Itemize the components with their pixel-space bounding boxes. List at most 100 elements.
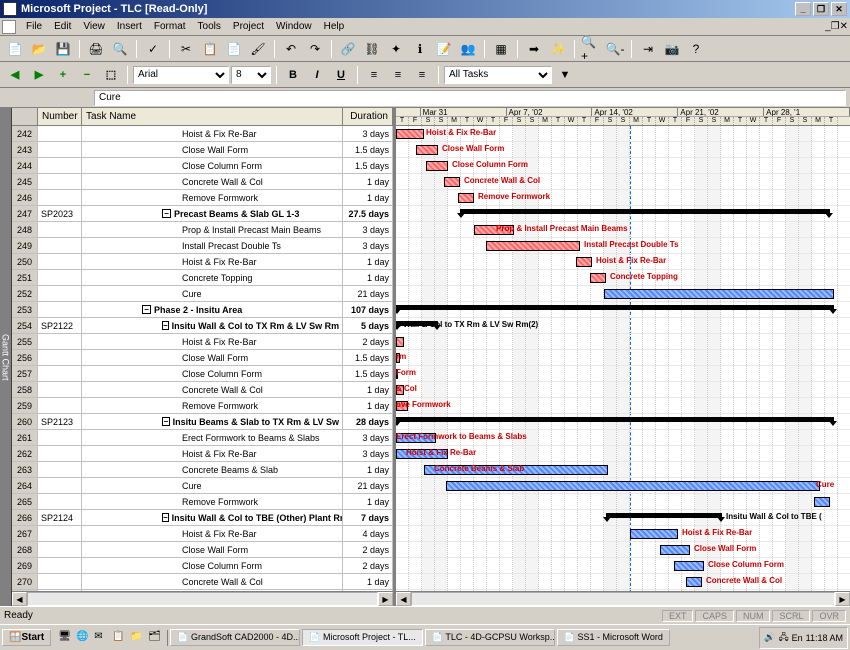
table-row[interactable]: 248Prop & Install Precast Main Beams3 da…	[12, 222, 393, 238]
gantt-row[interactable]: ove Formwork	[396, 398, 850, 414]
cell-duration[interactable]: 1.5 days	[343, 350, 393, 365]
gantt-row[interactable]: u Wall & Col to TX Rm & LV Sw Rm(2)	[396, 318, 850, 334]
cell-duration[interactable]: 1.5 days	[343, 158, 393, 173]
show-all-button[interactable]: ⬚	[100, 64, 122, 86]
cell-taskname[interactable]: Close Wall Form	[82, 142, 343, 157]
gantt-bar[interactable]	[686, 577, 702, 587]
filter-select[interactable]: All Tasks	[444, 66, 552, 84]
table-row[interactable]: 265Remove Formwork1 day	[12, 494, 393, 510]
cell-taskname[interactable]: Remove Formwork	[82, 190, 343, 205]
cell-taskname[interactable]: Concrete Wall & Col	[82, 174, 343, 189]
cell-duration[interactable]: 1 day	[343, 462, 393, 477]
table-row[interactable]: 268Close Wall Form2 days	[12, 542, 393, 558]
gantt-scroll-right-button[interactable]: ▶	[835, 592, 850, 606]
cell-duration[interactable]: 2 days	[343, 334, 393, 349]
cell-taskname[interactable]: Concrete Wall & Col	[82, 382, 343, 397]
cell-id[interactable]: 258	[12, 382, 38, 397]
menu-view[interactable]: View	[77, 19, 111, 34]
cell-taskname[interactable]: Cure	[82, 478, 343, 493]
cell-taskname[interactable]: Hoist & Fix Re-Bar	[82, 334, 343, 349]
doc-icon[interactable]	[2, 20, 16, 34]
gantt-bar[interactable]	[426, 161, 448, 171]
cell-duration[interactable]: 1.5 days	[343, 366, 393, 381]
table-row[interactable]: 257Close Column Form1.5 days	[12, 366, 393, 382]
link-button[interactable]: 🔗	[337, 38, 359, 60]
cell-id[interactable]: 251	[12, 270, 38, 285]
th-duration[interactable]: Duration	[343, 108, 393, 125]
spell-button[interactable]: ✓	[142, 38, 164, 60]
minimize-button[interactable]: _	[795, 2, 811, 16]
cell-taskname[interactable]: −Insitu Wall & Col to TX Rm & LV Sw Rm	[82, 318, 343, 333]
gantt-row[interactable]	[396, 206, 850, 222]
table-row[interactable]: 259Remove Formwork1 day	[12, 398, 393, 414]
open-button[interactable]: 📂	[28, 38, 50, 60]
gantt-bar[interactable]	[396, 417, 834, 422]
cell-duration[interactable]: 3 days	[343, 238, 393, 253]
cell-number[interactable]	[38, 574, 82, 589]
system-tray[interactable]: 🔊 🖧 En 11:18 AM	[759, 627, 848, 649]
show-sub-button[interactable]: +	[52, 64, 74, 86]
timescale[interactable]: Mar 31Apr 7, '02Apr 14, '02Apr 21, '02Ap…	[396, 108, 850, 126]
cell-number[interactable]	[38, 142, 82, 157]
cell-number[interactable]: SP2122	[38, 318, 82, 333]
wizard-button[interactable]: ✨	[547, 38, 569, 60]
gantt-bar[interactable]	[396, 129, 424, 139]
cell-duration[interactable]: 28 days	[343, 414, 393, 429]
cell-number[interactable]	[38, 190, 82, 205]
cell-number[interactable]	[38, 222, 82, 237]
cell-id[interactable]: 257	[12, 366, 38, 381]
cell-number[interactable]	[38, 174, 82, 189]
copy-picture-button[interactable]: 📷	[661, 38, 683, 60]
gantt-bar[interactable]	[630, 529, 678, 539]
entry-input[interactable]	[94, 90, 846, 106]
cell-taskname[interactable]: Remove Formwork	[82, 494, 343, 509]
table-row[interactable]: 244Close Column Form1.5 days	[12, 158, 393, 174]
gantt-row[interactable]: Hoist & Fix Re-Bar	[396, 126, 850, 142]
cell-number[interactable]	[38, 446, 82, 461]
cell-taskname[interactable]: Concrete Wall & Col	[82, 574, 343, 589]
cell-number[interactable]: SP2124	[38, 510, 82, 525]
zoomout-button[interactable]: 🔍-	[604, 38, 626, 60]
cell-id[interactable]: 268	[12, 542, 38, 557]
cell-taskname[interactable]: Close Column Form	[82, 558, 343, 573]
table-row[interactable]: 258Concrete Wall & Col1 day	[12, 382, 393, 398]
cell-duration[interactable]: 4 days	[343, 526, 393, 541]
gantt-row[interactable]: Hoist & Fix Re-Bar	[396, 526, 850, 542]
group-button[interactable]: ▦	[490, 38, 512, 60]
start-button[interactable]: 🪟 Start	[2, 629, 51, 646]
outline-toggle-icon[interactable]: −	[142, 305, 151, 314]
menu-window[interactable]: Window	[270, 19, 318, 34]
cell-id[interactable]: 249	[12, 238, 38, 253]
paste-button[interactable]: 📄	[223, 38, 245, 60]
info-button[interactable]: ℹ	[409, 38, 431, 60]
cell-id[interactable]: 270	[12, 574, 38, 589]
cell-duration[interactable]: 1 day	[343, 254, 393, 269]
cell-number[interactable]: SP2023	[38, 206, 82, 221]
menu-insert[interactable]: Insert	[111, 19, 148, 34]
notes-button[interactable]: 📝	[433, 38, 455, 60]
ql-ie-icon[interactable]: 🌐	[75, 630, 91, 646]
cell-id[interactable]: 264	[12, 478, 38, 493]
copy-button[interactable]: 📋	[199, 38, 221, 60]
cell-duration[interactable]: 21 days	[343, 478, 393, 493]
cell-id[interactable]: 243	[12, 142, 38, 157]
table-row[interactable]: 266SP2124−Insitu Wall & Col to TBE (Othe…	[12, 510, 393, 526]
cell-id[interactable]: 261	[12, 430, 38, 445]
gantt-row[interactable]: rm	[396, 350, 850, 366]
mdi-restore-button[interactable]: ❐	[831, 21, 840, 32]
menu-project[interactable]: Project	[227, 19, 270, 34]
cell-number[interactable]	[38, 286, 82, 301]
cell-taskname[interactable]: Concrete Beams & Slab	[82, 462, 343, 477]
cell-taskname[interactable]: Remove Formwork	[82, 398, 343, 413]
gantt-bar[interactable]	[460, 209, 830, 214]
align-left-button[interactable]: ≡	[363, 64, 385, 86]
table-row[interactable]: 249Install Precast Double Ts3 days	[12, 238, 393, 254]
preview-button[interactable]: 🔍	[109, 38, 131, 60]
gantt-bar[interactable]	[416, 145, 438, 155]
table-row[interactable]: 246Remove Formwork1 day	[12, 190, 393, 206]
cell-duration[interactable]: 3 days	[343, 126, 393, 141]
gantt-hscroll[interactable]: ◀ ▶	[396, 591, 850, 606]
cell-duration[interactable]: 3 days	[343, 446, 393, 461]
table-row[interactable]: 267Hoist & Fix Re-Bar4 days	[12, 526, 393, 542]
cell-duration[interactable]: 1.5 days	[343, 142, 393, 157]
